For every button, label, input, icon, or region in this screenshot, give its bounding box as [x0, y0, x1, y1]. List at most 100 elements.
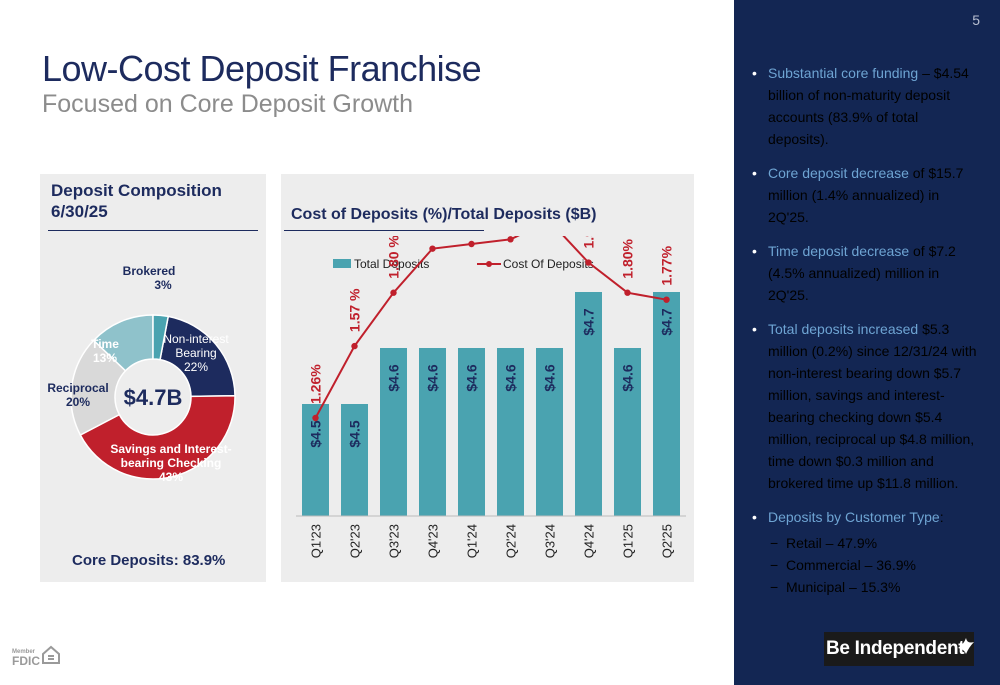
- donut-label-line: 13%: [93, 351, 117, 365]
- donut-label: Reciprocal 20%: [47, 381, 108, 409]
- bar-value-label: $4.6: [464, 364, 480, 391]
- core-deposits-label: Core Deposits: 83.9%: [72, 552, 226, 569]
- bullet-highlight: Time deposit decrease: [768, 243, 910, 259]
- line-point-cost-of-deposits: [429, 245, 436, 252]
- bar-value-label: $4.6: [620, 364, 636, 391]
- page-subtitle: Focused on Core Deposit Growth: [42, 90, 414, 118]
- deposit-composition-title: Deposit Composition 6/30/25: [51, 180, 222, 222]
- donut-label-line: Reciprocal: [47, 381, 108, 395]
- donut-label-line: Bearing: [175, 346, 216, 360]
- bar-total-deposits: [380, 348, 407, 516]
- fdic-badge: Member FDIC: [12, 648, 40, 668]
- bird-icon: [958, 638, 974, 654]
- customer-type-retail: Retail – 47.9%: [752, 532, 980, 554]
- bar-value-label: $4.5: [308, 420, 324, 447]
- donut-label-line: 20%: [66, 395, 90, 409]
- legend-total-deposits-label: Total Deposits: [354, 257, 429, 271]
- donut-label-line: 43%: [159, 470, 183, 484]
- page-title: Low-Cost Deposit Franchise: [42, 48, 482, 89]
- brand-logo: Be Independent: [824, 632, 978, 666]
- bullet-core-funding: Substantial core funding – $4.54 billion…: [752, 62, 980, 150]
- equal-housing-icon: [42, 645, 60, 664]
- cost-of-deposits-chart: Total Deposits Cost Of Deposits $4.5 Q1'23 $…: [296, 236, 686, 558]
- customer-type-municipal: Municipal – 15.3%: [752, 576, 980, 598]
- donut-label-line: bearing Checking: [121, 456, 222, 470]
- line-value-label: 1.77%: [659, 245, 675, 285]
- fdic-text: FDIC: [12, 654, 40, 668]
- bullet-highlight: Core deposit decrease: [768, 165, 909, 181]
- fdic-member-text: Member: [12, 649, 36, 655]
- line-point-cost-of-deposits: [390, 289, 397, 296]
- deposit-composition-donut: Non-interest Bearing 22% Savings and Intere…: [47, 264, 236, 484]
- page-number: 5: [972, 12, 980, 28]
- brand-logo-background: [824, 632, 974, 666]
- x-tick-label: Q1'25: [621, 524, 636, 558]
- donut-label: Time 13%: [91, 337, 119, 365]
- bar-value-label: $4.6: [425, 364, 441, 391]
- bar-total-deposits: [575, 292, 602, 516]
- legend-total-deposits-swatch: [333, 259, 351, 268]
- customer-type-commercial: Commercial – 36.9%: [752, 554, 980, 576]
- bullet-text: $5.3 million (0.2%) since 12/31/24 with …: [768, 321, 977, 491]
- bullet-customer-type: Deposits by Customer Type:: [752, 506, 980, 528]
- line-point-cost-of-deposits: [468, 240, 475, 248]
- donut-slice-savings-and-interest-bearing-checking: [79, 394, 236, 480]
- deposit-composition-rule: [48, 230, 258, 231]
- deposit-composition-date: 6/30/25: [51, 202, 108, 221]
- donut-label: Brokered 3%: [123, 264, 176, 292]
- bar-total-deposits: [497, 348, 524, 516]
- line-value-label: 1.57 %: [347, 288, 363, 332]
- bar-total-deposits: [302, 404, 329, 516]
- bullet-text: of $7.2 (4.5% annualized) million in 2Q'…: [768, 243, 956, 303]
- cost-of-deposits-title: Cost of Deposits (%)/Total Deposits ($B): [291, 206, 597, 223]
- line-value-label: 1.93%: [581, 236, 597, 249]
- line-cost-of-deposits: [314, 236, 667, 419]
- x-tick-label: Q1'23: [309, 524, 324, 558]
- bullet-highlight: Substantial core funding: [768, 65, 919, 81]
- bar-total-deposits: [419, 348, 446, 516]
- brand-tagline: Be Independent: [826, 638, 965, 659]
- x-tick-label: Q3'23: [387, 524, 402, 558]
- bar-value-label: $4.6: [386, 364, 402, 391]
- x-tick-label: Q4'24: [582, 524, 597, 558]
- legend-cost-of-deposits-marker: [486, 261, 492, 267]
- cost-of-deposits-rule: [284, 230, 484, 231]
- x-tick-label: Q2'25: [660, 524, 675, 558]
- donut-label-line: 22%: [184, 360, 208, 374]
- x-tick-label: Q2'23: [348, 524, 363, 558]
- line-point-cost-of-deposits: [624, 289, 631, 296]
- x-tick-label: Q2'24: [504, 524, 519, 558]
- line-value-label: 1.26%: [308, 364, 324, 404]
- bar-total-deposits: [614, 348, 641, 516]
- line-point-cost-of-deposits: [351, 342, 358, 350]
- bar-value-label: $4.6: [542, 364, 558, 391]
- x-tick-label: Q4'23: [426, 524, 441, 558]
- donut-center-label: $4.7B: [124, 385, 183, 410]
- bar-value-label: $4.7: [581, 308, 597, 335]
- donut-label-line: Non-interest: [163, 332, 229, 346]
- legend-cost-of-deposits-label: Cost Of Deposits: [503, 257, 594, 271]
- donut-label-line: 3%: [154, 278, 172, 292]
- line-point-cost-of-deposits: [312, 414, 319, 422]
- bar-total-deposits: [458, 348, 485, 516]
- bar-value-label: $4.7: [659, 308, 675, 335]
- bullet-text: – $4.54 billion of non-maturity deposit …: [768, 65, 969, 147]
- donut-label: Savings and Interest-bearing Checking 43%: [110, 442, 231, 484]
- deposit-composition-title-line1: Deposit Composition: [51, 181, 222, 200]
- line-value-label: 1.80 %: [386, 236, 402, 279]
- bar-total-deposits: [536, 348, 563, 516]
- x-tick-label: Q3'24: [543, 524, 558, 558]
- bar-total-deposits: [341, 404, 368, 516]
- bullet-total-deposits: Total deposits increased $5.3 million (0…: [752, 318, 980, 494]
- bullet-highlight: Deposits by Customer Type: [768, 509, 940, 525]
- bullet-highlight: Total deposits increased: [768, 321, 919, 337]
- donut-label-line: Brokered: [123, 264, 176, 278]
- x-tick-label: Q1'24: [465, 524, 480, 558]
- bar-total-deposits: [653, 292, 680, 516]
- line-value-label: 1.80%: [620, 238, 636, 278]
- bullet-text: of $15.7 million (1.4% annualized) in 2Q…: [768, 165, 964, 225]
- line-point-cost-of-deposits: [663, 296, 670, 303]
- line-point-cost-of-deposits: [585, 259, 592, 266]
- bullet-time-decrease: Time deposit decrease of $7.2 (4.5% annu…: [752, 240, 980, 306]
- donut-label: Non-interest Bearing 22%: [163, 332, 229, 374]
